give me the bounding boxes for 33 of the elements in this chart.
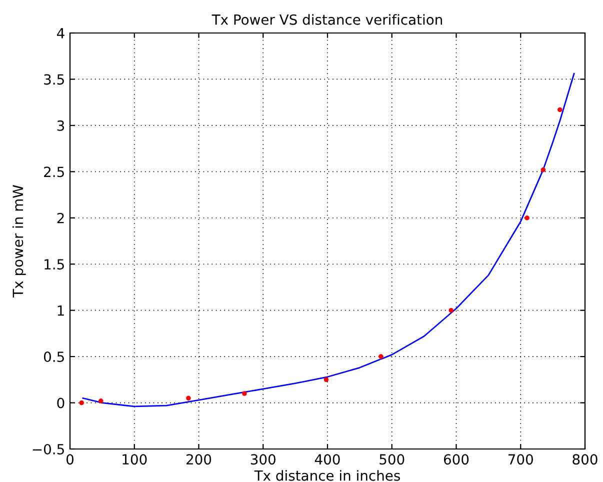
point: [448, 308, 454, 313]
y-tick-label: −0.5: [32, 444, 64, 454]
point: [540, 167, 546, 172]
y-axis-title: Tx power in mW: [12, 185, 26, 298]
point: [378, 354, 384, 359]
x-tick-label: 0: [66, 454, 74, 465]
point: [186, 396, 191, 401]
y-tick-label: 1.5: [44, 259, 64, 270]
y-tick-label: 0.5: [44, 352, 64, 362]
x-tick-label: 300: [250, 454, 276, 465]
x-tick-label: 700: [508, 454, 533, 465]
x-tick-label: 600: [444, 454, 469, 465]
chart-title: Tx Power VS distance verification: [212, 14, 442, 25]
point: [79, 400, 84, 406]
y-tick-label: 1: [58, 305, 64, 316]
y-tick-label: 3: [57, 120, 64, 131]
point: [242, 391, 247, 396]
point: [524, 215, 530, 220]
point: [558, 107, 562, 112]
x-tick-label: 500: [380, 454, 404, 465]
point: [324, 377, 329, 382]
x-tick-label: 100: [122, 454, 147, 465]
x-tick-label: 200: [186, 454, 212, 465]
point: [98, 398, 104, 404]
y-tick-label: 3.5: [44, 74, 64, 85]
x-tick-label: 800: [572, 454, 598, 465]
y-tick-label: 0: [57, 398, 64, 408]
y-tick-label: 2.5: [44, 166, 64, 178]
x-tick-label: 400: [314, 454, 340, 465]
y-tick-label: 2: [57, 212, 64, 224]
x-axis-title: Tx distance in inches: [254, 470, 400, 481]
y-tick-label: 4: [56, 28, 64, 38]
line-series: [82, 72, 575, 408]
